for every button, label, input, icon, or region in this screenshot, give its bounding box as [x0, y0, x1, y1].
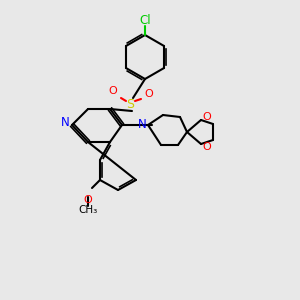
- Text: O: O: [145, 89, 153, 99]
- Text: O: O: [109, 86, 117, 96]
- Text: N: N: [61, 116, 69, 130]
- Text: CH₃: CH₃: [78, 205, 98, 215]
- Text: N: N: [138, 118, 146, 130]
- Text: O: O: [202, 142, 211, 152]
- Text: O: O: [202, 112, 211, 122]
- Text: S: S: [126, 98, 134, 112]
- Text: Cl: Cl: [139, 14, 151, 28]
- Text: O: O: [84, 195, 92, 205]
